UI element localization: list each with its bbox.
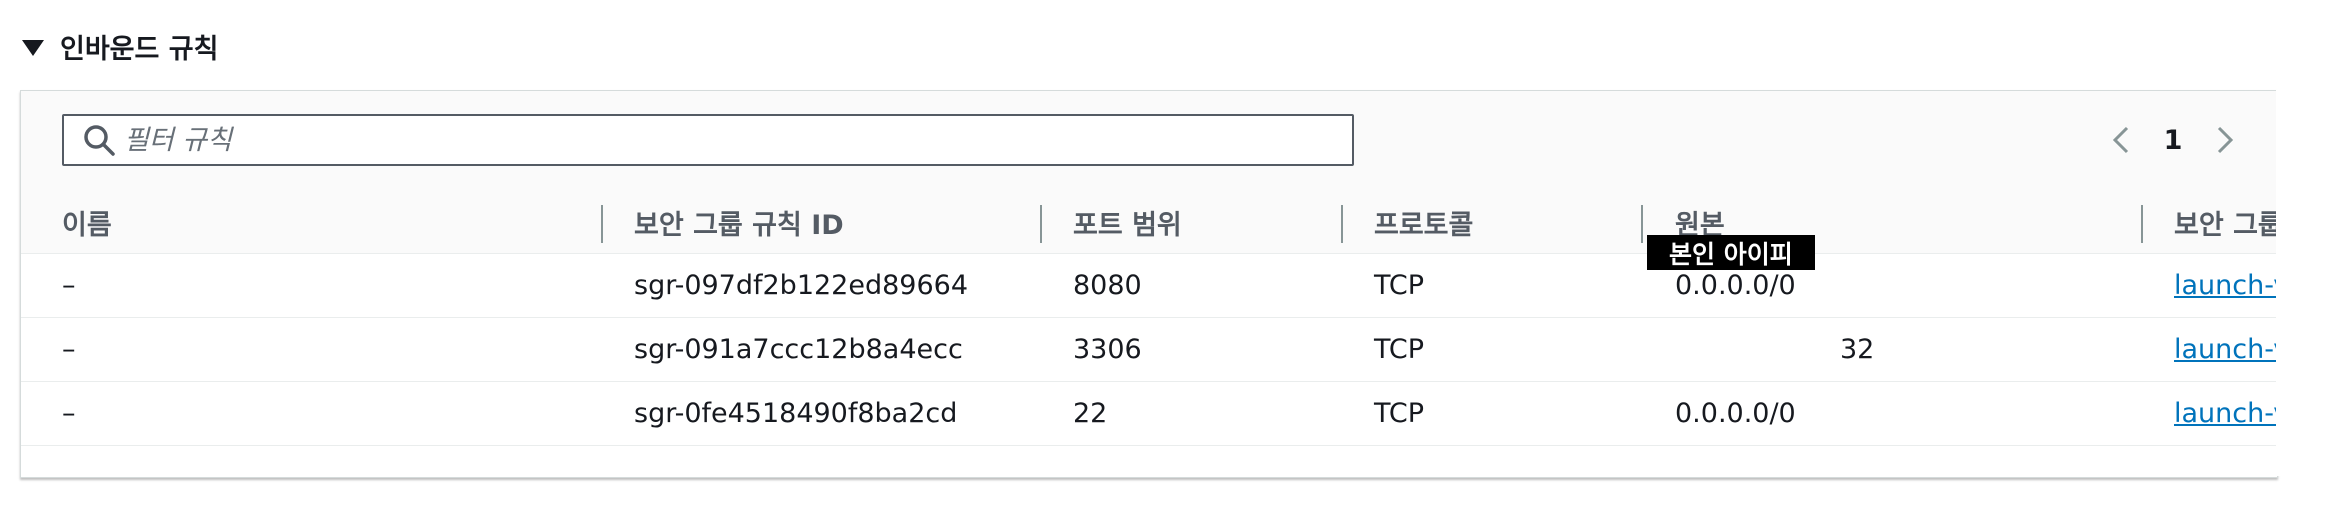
table-toolbar: 1: [21, 91, 2277, 192]
security-group-link[interactable]: launch-v: [2174, 398, 2278, 429]
column-resizer[interactable]: [1341, 205, 1343, 243]
cell-port-range: 3306: [1073, 334, 1142, 365]
column-header-security-group[interactable]: 보안 그룹: [2174, 209, 2278, 241]
inbound-rules-header[interactable]: 인바운드 규칙: [22, 26, 218, 66]
cell-security-group: launch-v: [2174, 254, 2278, 317]
cell-name: –: [62, 398, 76, 429]
search-icon: [76, 117, 122, 163]
column-resizer[interactable]: [1040, 205, 1042, 243]
next-page-button[interactable]: [2205, 117, 2245, 163]
filter-rules-input[interactable]: [122, 123, 1306, 157]
previous-page-button[interactable]: [2101, 117, 2141, 163]
cell-name: –: [62, 334, 76, 365]
section-title: 인바운드 규칙: [60, 33, 219, 65]
source-ip-tooltip: 본인 아이피: [1647, 235, 1815, 270]
cell-protocol: TCP: [1374, 334, 1425, 365]
cell-security-group: launch-v: [2174, 318, 2278, 381]
cell-source: 0.0.0.0/0: [1675, 270, 1796, 301]
cell-rule-id: sgr-091a7ccc12b8a4ecc: [634, 334, 963, 365]
column-resizer[interactable]: [1641, 205, 1643, 243]
security-group-link[interactable]: launch-v: [2174, 270, 2278, 301]
column-header-port-range[interactable]: 포트 범위: [1073, 209, 1182, 241]
page-margin: [2276, 90, 2340, 476]
table-row[interactable]: – sgr-091a7ccc12b8a4ecc 3306 TCP 32 laun…: [21, 318, 2277, 382]
cell-source: 0.0.0.0/0: [1675, 398, 1796, 429]
table-row[interactable]: – sgr-0fe4518490f8ba2cd 22 TCP 0.0.0.0/0…: [21, 382, 2277, 446]
caret-down-icon[interactable]: [22, 40, 44, 56]
cell-protocol: TCP: [1374, 270, 1425, 301]
column-resizer[interactable]: [2141, 205, 2143, 243]
inbound-rules-panel: 1 이름 보안 그룹 규칙 ID 포트 범위 프로토콜 원본 보안 그룹 – s…: [20, 90, 2278, 478]
pagination: 1: [2101, 117, 2245, 163]
cell-security-group: launch-v: [2174, 382, 2278, 445]
column-header-rule-id[interactable]: 보안 그룹 규칙 ID: [634, 209, 844, 241]
column-resizer[interactable]: [601, 205, 603, 243]
cell-rule-id: sgr-0fe4518490f8ba2cd: [634, 398, 958, 429]
security-group-link[interactable]: launch-v: [2174, 334, 2278, 365]
column-header-name[interactable]: 이름: [62, 209, 112, 241]
cell-source: 32: [1840, 334, 1875, 365]
cell-port-range: 8080: [1073, 270, 1142, 301]
cell-port-range: 22: [1073, 398, 1108, 429]
table-row[interactable]: – sgr-097df2b122ed89664 8080 TCP 0.0.0.0…: [21, 254, 2277, 318]
chevron-right-icon: [2217, 126, 2234, 154]
cell-rule-id: sgr-097df2b122ed89664: [634, 270, 968, 301]
filter-search-box[interactable]: [62, 114, 1354, 166]
cell-name: –: [62, 270, 76, 301]
column-header-protocol[interactable]: 프로토콜: [1374, 209, 1474, 241]
table-header: 이름 보안 그룹 규칙 ID 포트 범위 프로토콜 원본 보안 그룹: [21, 191, 2277, 254]
chevron-left-icon: [2112, 126, 2129, 154]
cell-protocol: TCP: [1374, 398, 1425, 429]
current-page-number[interactable]: 1: [2163, 124, 2183, 156]
